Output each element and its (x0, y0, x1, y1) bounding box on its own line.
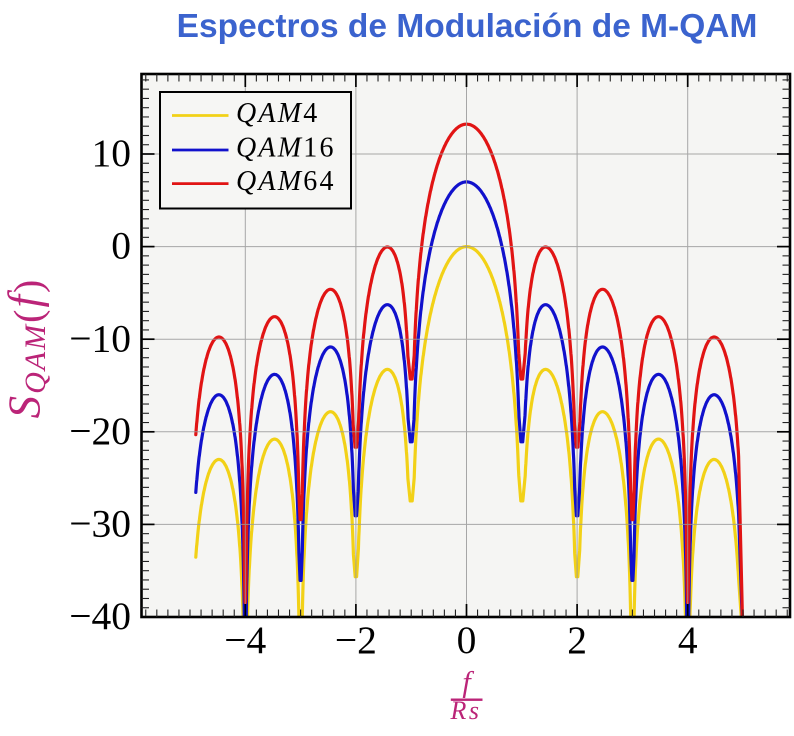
svg-text:−30: −30 (69, 502, 131, 546)
svg-text:Espectros de Modulación de M-Q: Espectros de Modulación de M-QAM (177, 8, 758, 45)
svg-text:−40: −40 (69, 594, 131, 638)
svg-text:4: 4 (678, 618, 698, 662)
svg-text:−20: −20 (69, 409, 131, 453)
svg-text:10: 10 (92, 131, 132, 175)
svg-text:−10: −10 (69, 316, 131, 360)
svg-text:2: 2 (567, 618, 587, 662)
svg-text:Rs: Rs (450, 696, 482, 725)
svg-text:QAM4: QAM4 (236, 98, 319, 129)
svg-text:−2: −2 (335, 618, 377, 662)
svg-text:QAM16: QAM16 (236, 132, 336, 163)
svg-text:−4: −4 (224, 618, 266, 662)
svg-text:QAM64: QAM64 (236, 166, 336, 197)
svg-text:0: 0 (111, 224, 131, 268)
svg-text:0: 0 (457, 618, 477, 662)
